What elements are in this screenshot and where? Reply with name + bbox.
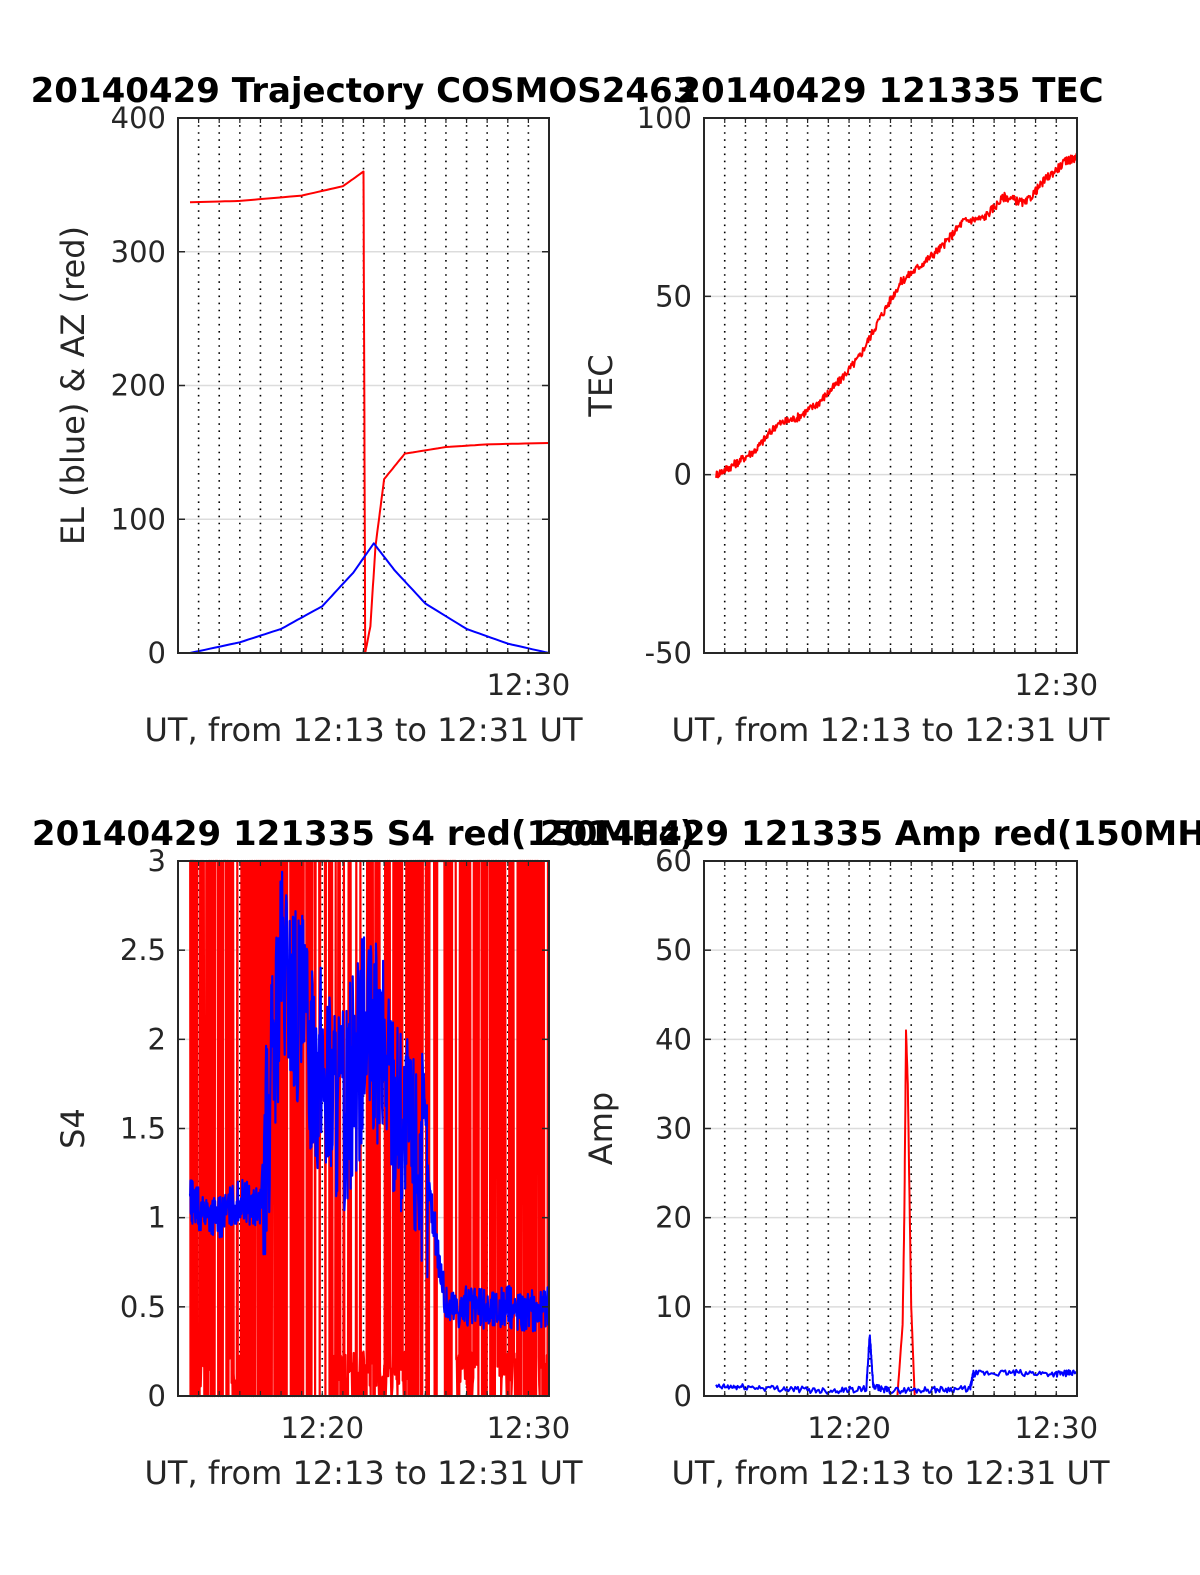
y-tick-label: 50	[655, 279, 692, 313]
chart-title: 20140429 121335 S4 red(150MHz)	[32, 814, 695, 854]
y-tick-label: 100	[637, 101, 692, 135]
chart-title: 20140429 Trajectory COSMOS2463	[31, 71, 697, 111]
y-tick-label: 300	[111, 235, 166, 269]
chart-title: 20140429 121335 Amp red(150MHz)	[540, 814, 1200, 854]
y-tick-label: 10	[655, 1290, 692, 1324]
blue-series-line	[189, 542, 550, 654]
x-tick-label: 12:30	[487, 668, 571, 702]
red-series-line	[896, 1029, 916, 1397]
x-axis-label: UT, from 12:13 to 12:31 UT	[145, 1454, 583, 1492]
y-tick-label: 200	[111, 369, 166, 403]
chart-tec: -50 0 50 100 12:30 20140429 121335 TEC UT, fro…	[582, 71, 1110, 749]
y-tick-label: 1	[148, 1201, 166, 1235]
y-tick-label: 2	[148, 1022, 166, 1056]
y-axis-label: TEC	[582, 354, 620, 417]
x-tick-label: 12:30	[1014, 668, 1098, 702]
chart-title: 20140429 121335 TEC	[677, 71, 1103, 111]
y-tick-label: 50	[655, 933, 692, 967]
y-tick-label: 20	[655, 1201, 692, 1235]
x-tick-label: 12:30	[1014, 1411, 1098, 1445]
y-tick-label: -50	[645, 636, 692, 670]
x-axis-label: UT, from 12:13 to 12:31 UT	[672, 711, 1110, 749]
y-tick-label: 0	[148, 636, 166, 670]
red-series-line	[715, 152, 1078, 479]
blue-series-line	[188, 870, 550, 1333]
plot-area	[704, 118, 1077, 653]
x-tick-label: 12:30	[487, 1411, 571, 1445]
y-tick-label: 0	[674, 458, 692, 492]
x-axis-label: UT, from 12:13 to 12:31 UT	[145, 711, 583, 749]
y-tick-label: 0.5	[120, 1290, 166, 1324]
y-axis-label: Amp	[582, 1092, 620, 1165]
y-tick-label: 400	[111, 101, 166, 135]
x-tick-label: 12:20	[280, 1411, 364, 1445]
blue-series-line	[715, 1334, 1078, 1395]
red-series-line	[189, 170, 550, 654]
y-axis-label: EL (blue) & AZ (red)	[54, 226, 92, 545]
y-tick-label: 1.5	[120, 1112, 166, 1146]
y-tick-label: 2.5	[120, 933, 166, 967]
y-tick-label: 60	[655, 844, 692, 878]
x-axis-label: UT, from 12:13 to 12:31 UT	[672, 1454, 1110, 1492]
y-tick-label: 3	[148, 844, 166, 878]
y-tick-label: 100	[111, 502, 166, 536]
chart-amp: 0 10 20 30 40 50 60 12:20 12:30 20140429 121335 A…	[540, 814, 1200, 1492]
y-axis-label: S4	[54, 1108, 92, 1149]
chart-trajectory: 0 100 200 300 400 12:30 20140429 Trajectory CO…	[31, 71, 697, 749]
chart-s4: 0 0.5 1 1.5 2 2.5 3 12:20 12:30 20140429 121335 S…	[32, 814, 695, 1492]
y-tick-label: 40	[655, 1022, 692, 1056]
x-tick-label: 12:20	[807, 1411, 891, 1445]
y-tick-label: 0	[674, 1379, 692, 1413]
y-tick-label: 30	[655, 1112, 692, 1146]
y-tick-label: 0	[148, 1379, 166, 1413]
